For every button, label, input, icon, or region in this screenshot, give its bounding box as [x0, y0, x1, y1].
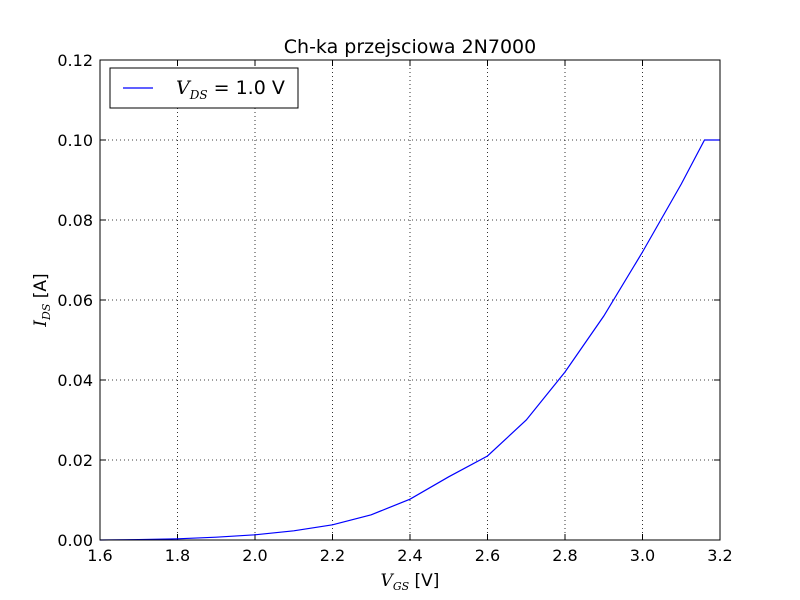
- x-tick-label: 2.0: [242, 546, 267, 565]
- x-tick-label: 2.2: [320, 546, 345, 565]
- y-axis-unit-text: [A]: [31, 273, 51, 298]
- y-tick-label: 0.10: [57, 131, 93, 150]
- x-tick-label: 2.8: [552, 546, 577, 565]
- data-point: [216, 537, 217, 538]
- x-tick-label: 1.8: [165, 546, 190, 565]
- data-point: [603, 316, 604, 317]
- y-tick-label: 0.12: [57, 51, 93, 70]
- y-tick-label: 0.00: [57, 531, 93, 550]
- x-axis-symbol: V: [381, 571, 395, 591]
- x-tick-label: 2.4: [397, 546, 422, 565]
- series-line: [99, 139, 720, 541]
- data-point: [681, 184, 682, 185]
- data-point: [642, 252, 643, 253]
- data-point: [177, 538, 178, 539]
- data-point: [487, 456, 488, 457]
- y-tick-label: 0.08: [57, 211, 93, 230]
- data-point: [526, 420, 527, 421]
- y-tick-label: 0.04: [57, 371, 93, 390]
- y-tick-label: 0.02: [57, 451, 93, 470]
- data-point: [332, 524, 333, 525]
- series-group: [99, 139, 720, 541]
- y-axis-label: IDS [A]: [31, 273, 53, 327]
- data-point: [565, 372, 566, 373]
- y-tick-label: 0.06: [57, 291, 93, 310]
- data-point: [704, 140, 705, 141]
- plot-frame: [99, 59, 721, 541]
- y-axis-subscript: DS: [40, 303, 53, 321]
- y-axis-symbol: I: [31, 320, 51, 328]
- data-point: [410, 499, 411, 500]
- x-axis-label: VGS [V]: [381, 571, 440, 593]
- legend: VDS = 1.0 V: [109, 67, 299, 109]
- legend-symbol: V: [176, 77, 192, 99]
- x-tick-label: 3.2: [707, 546, 732, 565]
- grid: [99, 59, 721, 541]
- data-point: [293, 530, 294, 531]
- y-axis-ticks: 0.00 0.02 0.04 0.06 0.08 0.10 0.12: [57, 51, 720, 550]
- x-axis-unit-text: [V]: [415, 571, 440, 591]
- data-point: [255, 534, 256, 535]
- legend-subscript: DS: [189, 88, 208, 102]
- data-point: [448, 476, 449, 477]
- x-axis-subscript: GS: [393, 580, 410, 593]
- x-tick-label: 3.0: [630, 546, 655, 565]
- legend-label: VDS = 1.0 V: [176, 77, 285, 102]
- chart-title: Ch-ka przejsciowa 2N7000: [284, 36, 536, 58]
- data-point: [371, 514, 372, 515]
- x-tick-label: 1.6: [87, 546, 112, 565]
- x-tick-label: 2.6: [475, 546, 500, 565]
- legend-rest: = 1.0 V: [208, 77, 285, 99]
- x-axis-ticks: 1.6 1.8 2.0 2.2 2.4 2.6 2.8 3.0 3.2: [87, 60, 733, 565]
